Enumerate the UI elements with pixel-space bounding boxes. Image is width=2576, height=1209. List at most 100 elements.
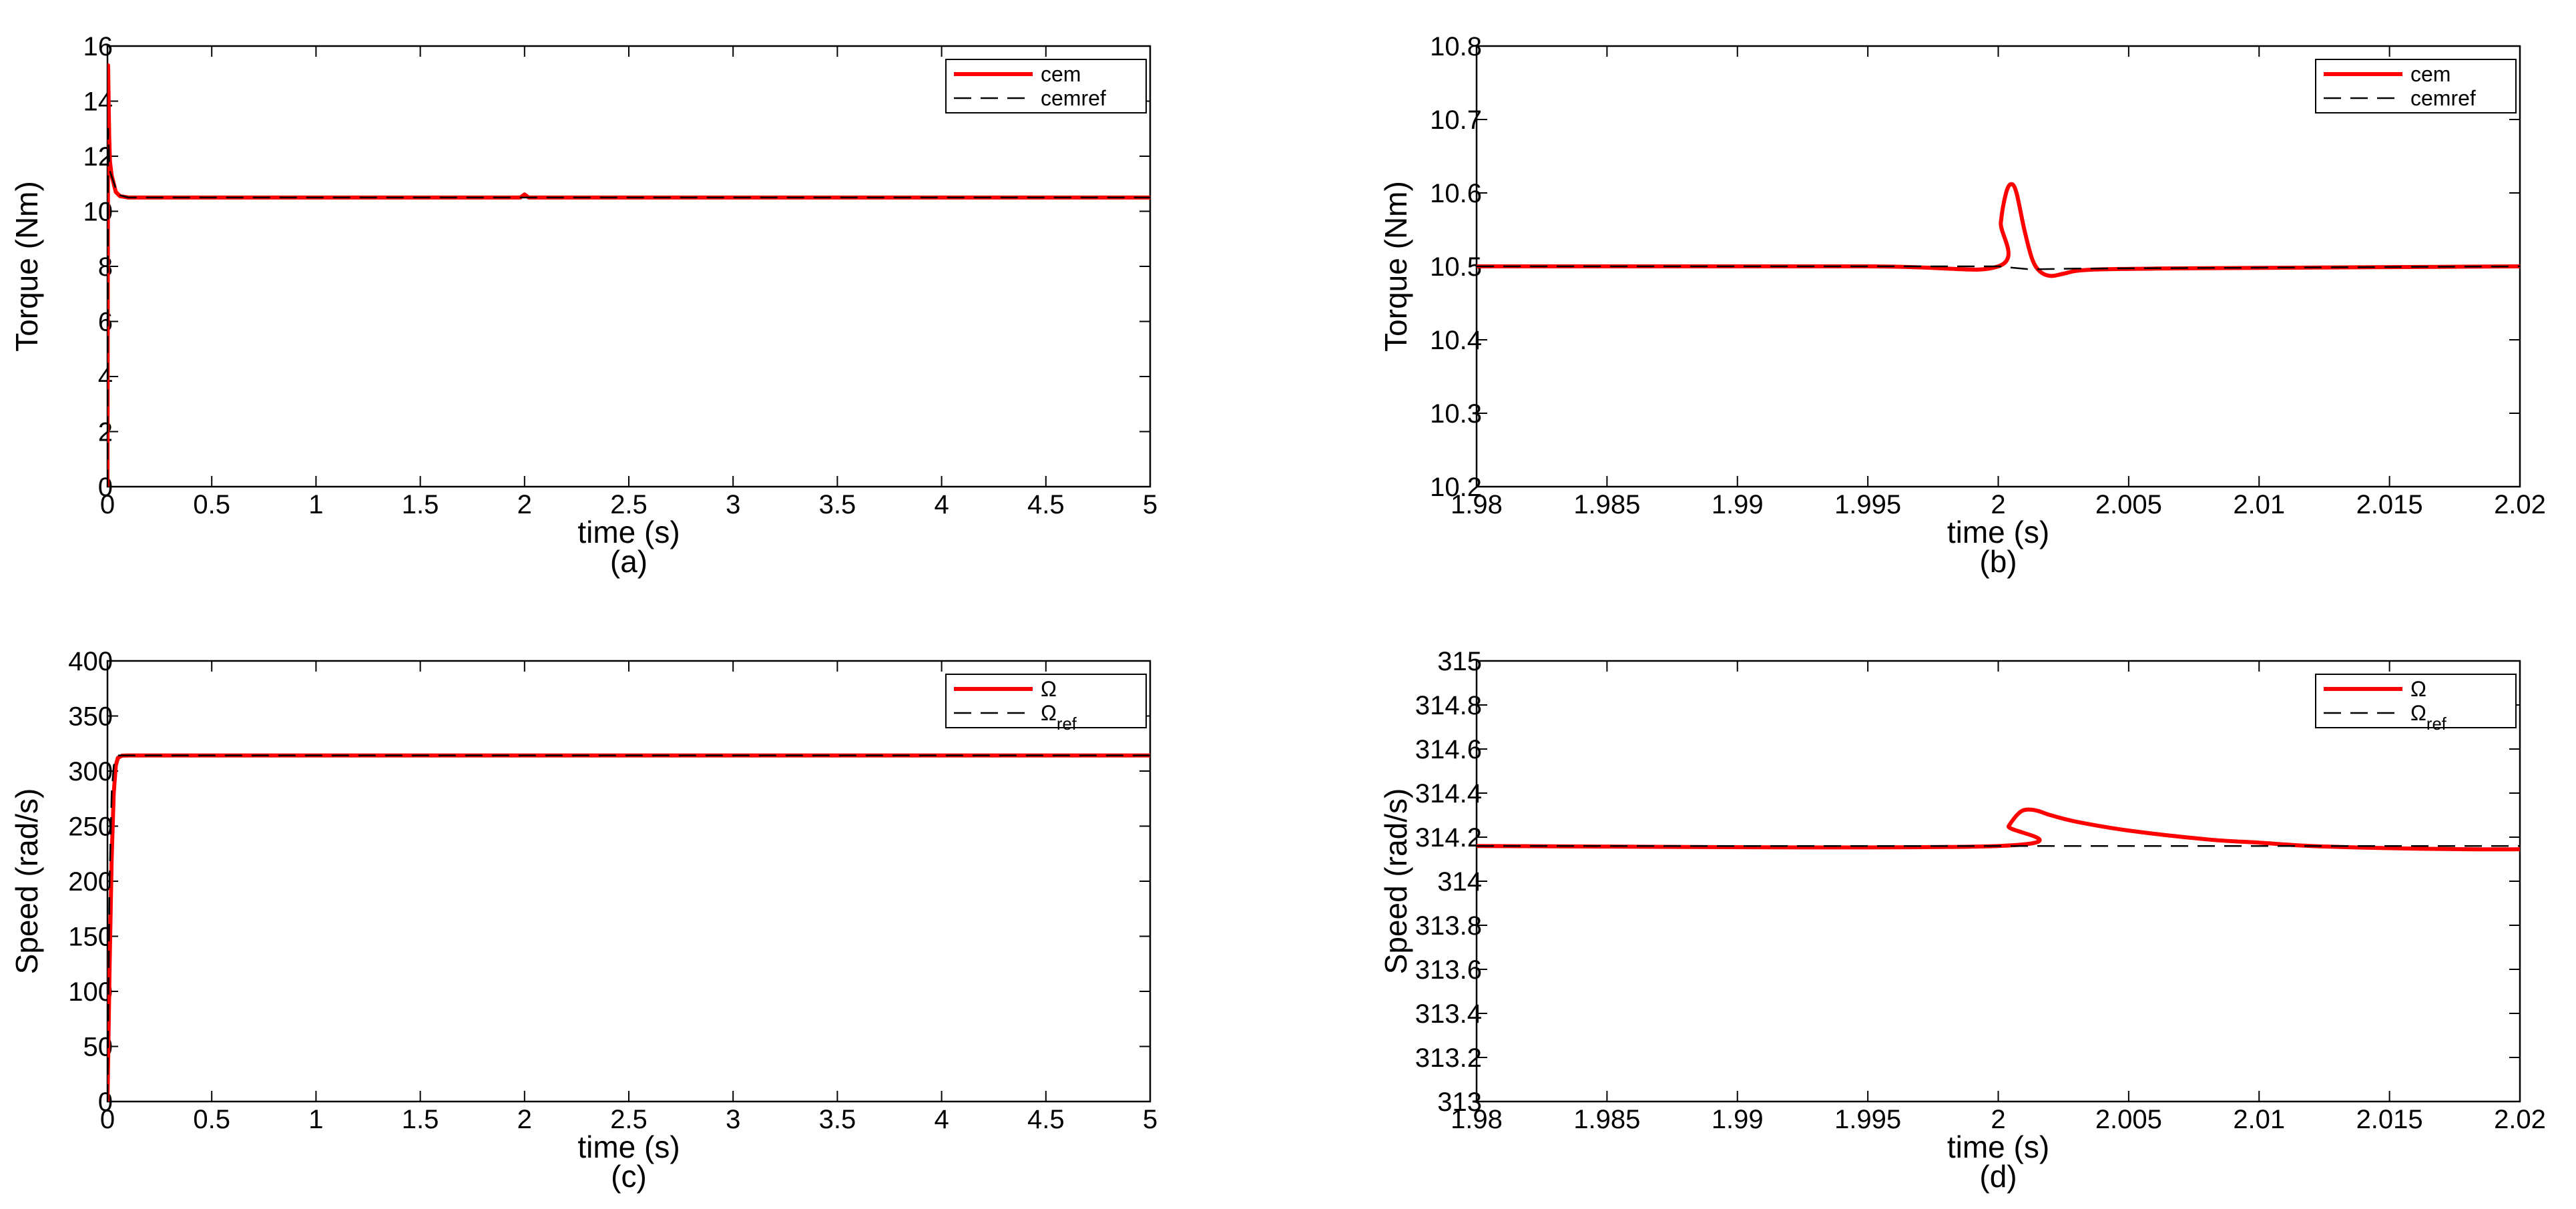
x-tick-label: 0: [100, 490, 115, 519]
x-tick-label: 1.995: [1834, 1105, 1901, 1134]
plot-area-a: [106, 45, 1151, 488]
x-tick-label: 2.005: [2095, 1105, 2162, 1134]
x-axis-label: time (s): [1947, 515, 2049, 549]
x-tick-label: 2.01: [2233, 1105, 2285, 1134]
x-tick-label: 3.5: [819, 1105, 856, 1134]
legend-box: [2315, 674, 2517, 728]
series-line-reference: [107, 128, 1150, 487]
x-tick-label: 0.5: [193, 490, 230, 519]
y-tick-label: 313.8: [1415, 911, 1482, 941]
y-tick-label: 10.2: [1430, 473, 1482, 502]
plot-area-d: [1475, 660, 2521, 1103]
legend-label: Ωref: [1041, 701, 1077, 734]
series-line-reference: [107, 754, 1150, 1102]
plot-area-c: [106, 660, 1151, 1103]
y-tick-label: 350: [68, 702, 113, 732]
y-axis-label: Torque (Nm): [1378, 181, 1413, 352]
x-tick-label: 4: [934, 490, 949, 519]
y-tick-label: 2: [98, 418, 113, 447]
panel-caption: (a): [610, 544, 648, 579]
chart-panel-a: 0 0.5 1 1.5 2 2.5 3 3.5 4 4.5 50246810121416cemcem…: [9, 32, 1157, 579]
x-tick-label: 1.98: [1451, 1105, 1503, 1134]
x-tick-label: 2.015: [2356, 490, 2423, 519]
x-tick-label: 1.99: [1712, 490, 1764, 519]
x-tick-label: 2.005: [2095, 490, 2162, 519]
x-tick-label: 2: [1991, 1105, 2005, 1134]
y-tick-label: 315: [1437, 647, 1482, 676]
y-axis-label: Speed (rad/s): [1378, 788, 1413, 975]
x-tick-label: 2.02: [2494, 490, 2546, 519]
y-tick-label: 16: [83, 32, 113, 61]
panel-caption: (b): [1979, 544, 2017, 579]
legend-label: cemref: [2410, 86, 2476, 110]
x-tick-label: 4.5: [1027, 490, 1065, 519]
y-tick-label: 10.6: [1430, 179, 1482, 208]
legend-label: Ωref: [2410, 701, 2447, 734]
x-tick-label: 3.5: [819, 490, 856, 519]
chart-panel-c: 0 0.5 1 1.5 2 2.5 3 3.5 4 4.5 50501001502002503003…: [9, 647, 1157, 1194]
x-tick-label: 2.015: [2356, 1105, 2423, 1134]
y-tick-label: 0: [98, 473, 113, 502]
panel-caption: (d): [1979, 1159, 2017, 1194]
x-tick-label: 1: [308, 490, 323, 519]
x-axis-label: time (s): [577, 1130, 680, 1164]
x-tick-label: 2.5: [610, 1105, 648, 1134]
legend-box: [945, 674, 1147, 728]
y-tick-label: 10.7: [1430, 105, 1482, 135]
y-tick-label: 200: [68, 867, 113, 897]
x-tick-label: 4: [934, 1105, 949, 1134]
y-tick-label: 100: [68, 977, 113, 1007]
x-tick-label: 2: [517, 490, 532, 519]
x-tick-label: 0: [100, 1105, 115, 1134]
x-tick-label: 3: [726, 1105, 740, 1134]
x-tick-label: 2: [1991, 490, 2005, 519]
y-tick-label: 313.4: [1415, 999, 1482, 1029]
y-tick-label: 4: [98, 362, 113, 392]
x-tick-label: 1.98: [1451, 490, 1503, 519]
panel-caption: (c): [611, 1159, 647, 1194]
x-tick-label: 1.5: [402, 1105, 439, 1134]
legend-label: Ω: [1041, 677, 1057, 701]
x-axis-label: time (s): [1947, 1130, 2049, 1164]
y-tick-label: 10.5: [1430, 252, 1482, 282]
x-tick-label: 1.5: [402, 490, 439, 519]
y-tick-label: 0: [98, 1087, 113, 1117]
y-tick-label: 250: [68, 812, 113, 842]
legend-label: cemref: [1041, 86, 1106, 110]
x-tick-label: 0.5: [193, 1105, 230, 1134]
y-tick-label: 10.3: [1430, 399, 1482, 429]
y-tick-label: 314: [1437, 867, 1482, 897]
y-tick-label: 6: [98, 308, 113, 337]
x-tick-label: 2.01: [2233, 490, 2285, 519]
y-tick-label: 314.6: [1415, 735, 1482, 764]
chart-panel-d: 1.98 1.985 1.99 1.995 2 2.005 2.01 2.015 2.02 313…: [1378, 647, 2546, 1194]
y-tick-label: 314.2: [1415, 823, 1482, 853]
y-tick-label: 300: [68, 757, 113, 786]
y-tick-label: 313: [1437, 1087, 1482, 1117]
x-tick-label: 2.5: [610, 490, 648, 519]
y-tick-label: 150: [68, 923, 113, 952]
x-tick-label: 1.985: [1573, 490, 1640, 519]
y-tick-label: 314.4: [1415, 779, 1482, 808]
y-tick-label: 313.2: [1415, 1043, 1482, 1073]
x-tick-label: 1.985: [1573, 1105, 1640, 1134]
series-line-reference: [1477, 265, 2520, 270]
y-tick-label: 400: [68, 647, 113, 676]
y-axis-label: Speed (rad/s): [9, 788, 44, 975]
x-tick-label: 5: [1143, 490, 1157, 519]
chart-panel-b: 1.98 1.985 1.99 1.995 2 2.005 2.01 2.015 2.02 10.…: [1378, 32, 2546, 579]
x-tick-label: 2.02: [2494, 1105, 2546, 1134]
x-tick-label: 1.99: [1712, 1105, 1764, 1134]
y-tick-label: 8: [98, 252, 113, 282]
legend-box: [945, 59, 1147, 113]
x-tick-label: 1: [308, 1105, 323, 1134]
legend-label: cem: [1041, 62, 1081, 86]
y-tick-label: 314.8: [1415, 691, 1482, 720]
x-tick-label: 3: [726, 490, 740, 519]
x-tick-label: 1.995: [1834, 490, 1901, 519]
y-tick-label: 10.4: [1430, 326, 1482, 355]
x-axis-label: time (s): [577, 515, 680, 549]
